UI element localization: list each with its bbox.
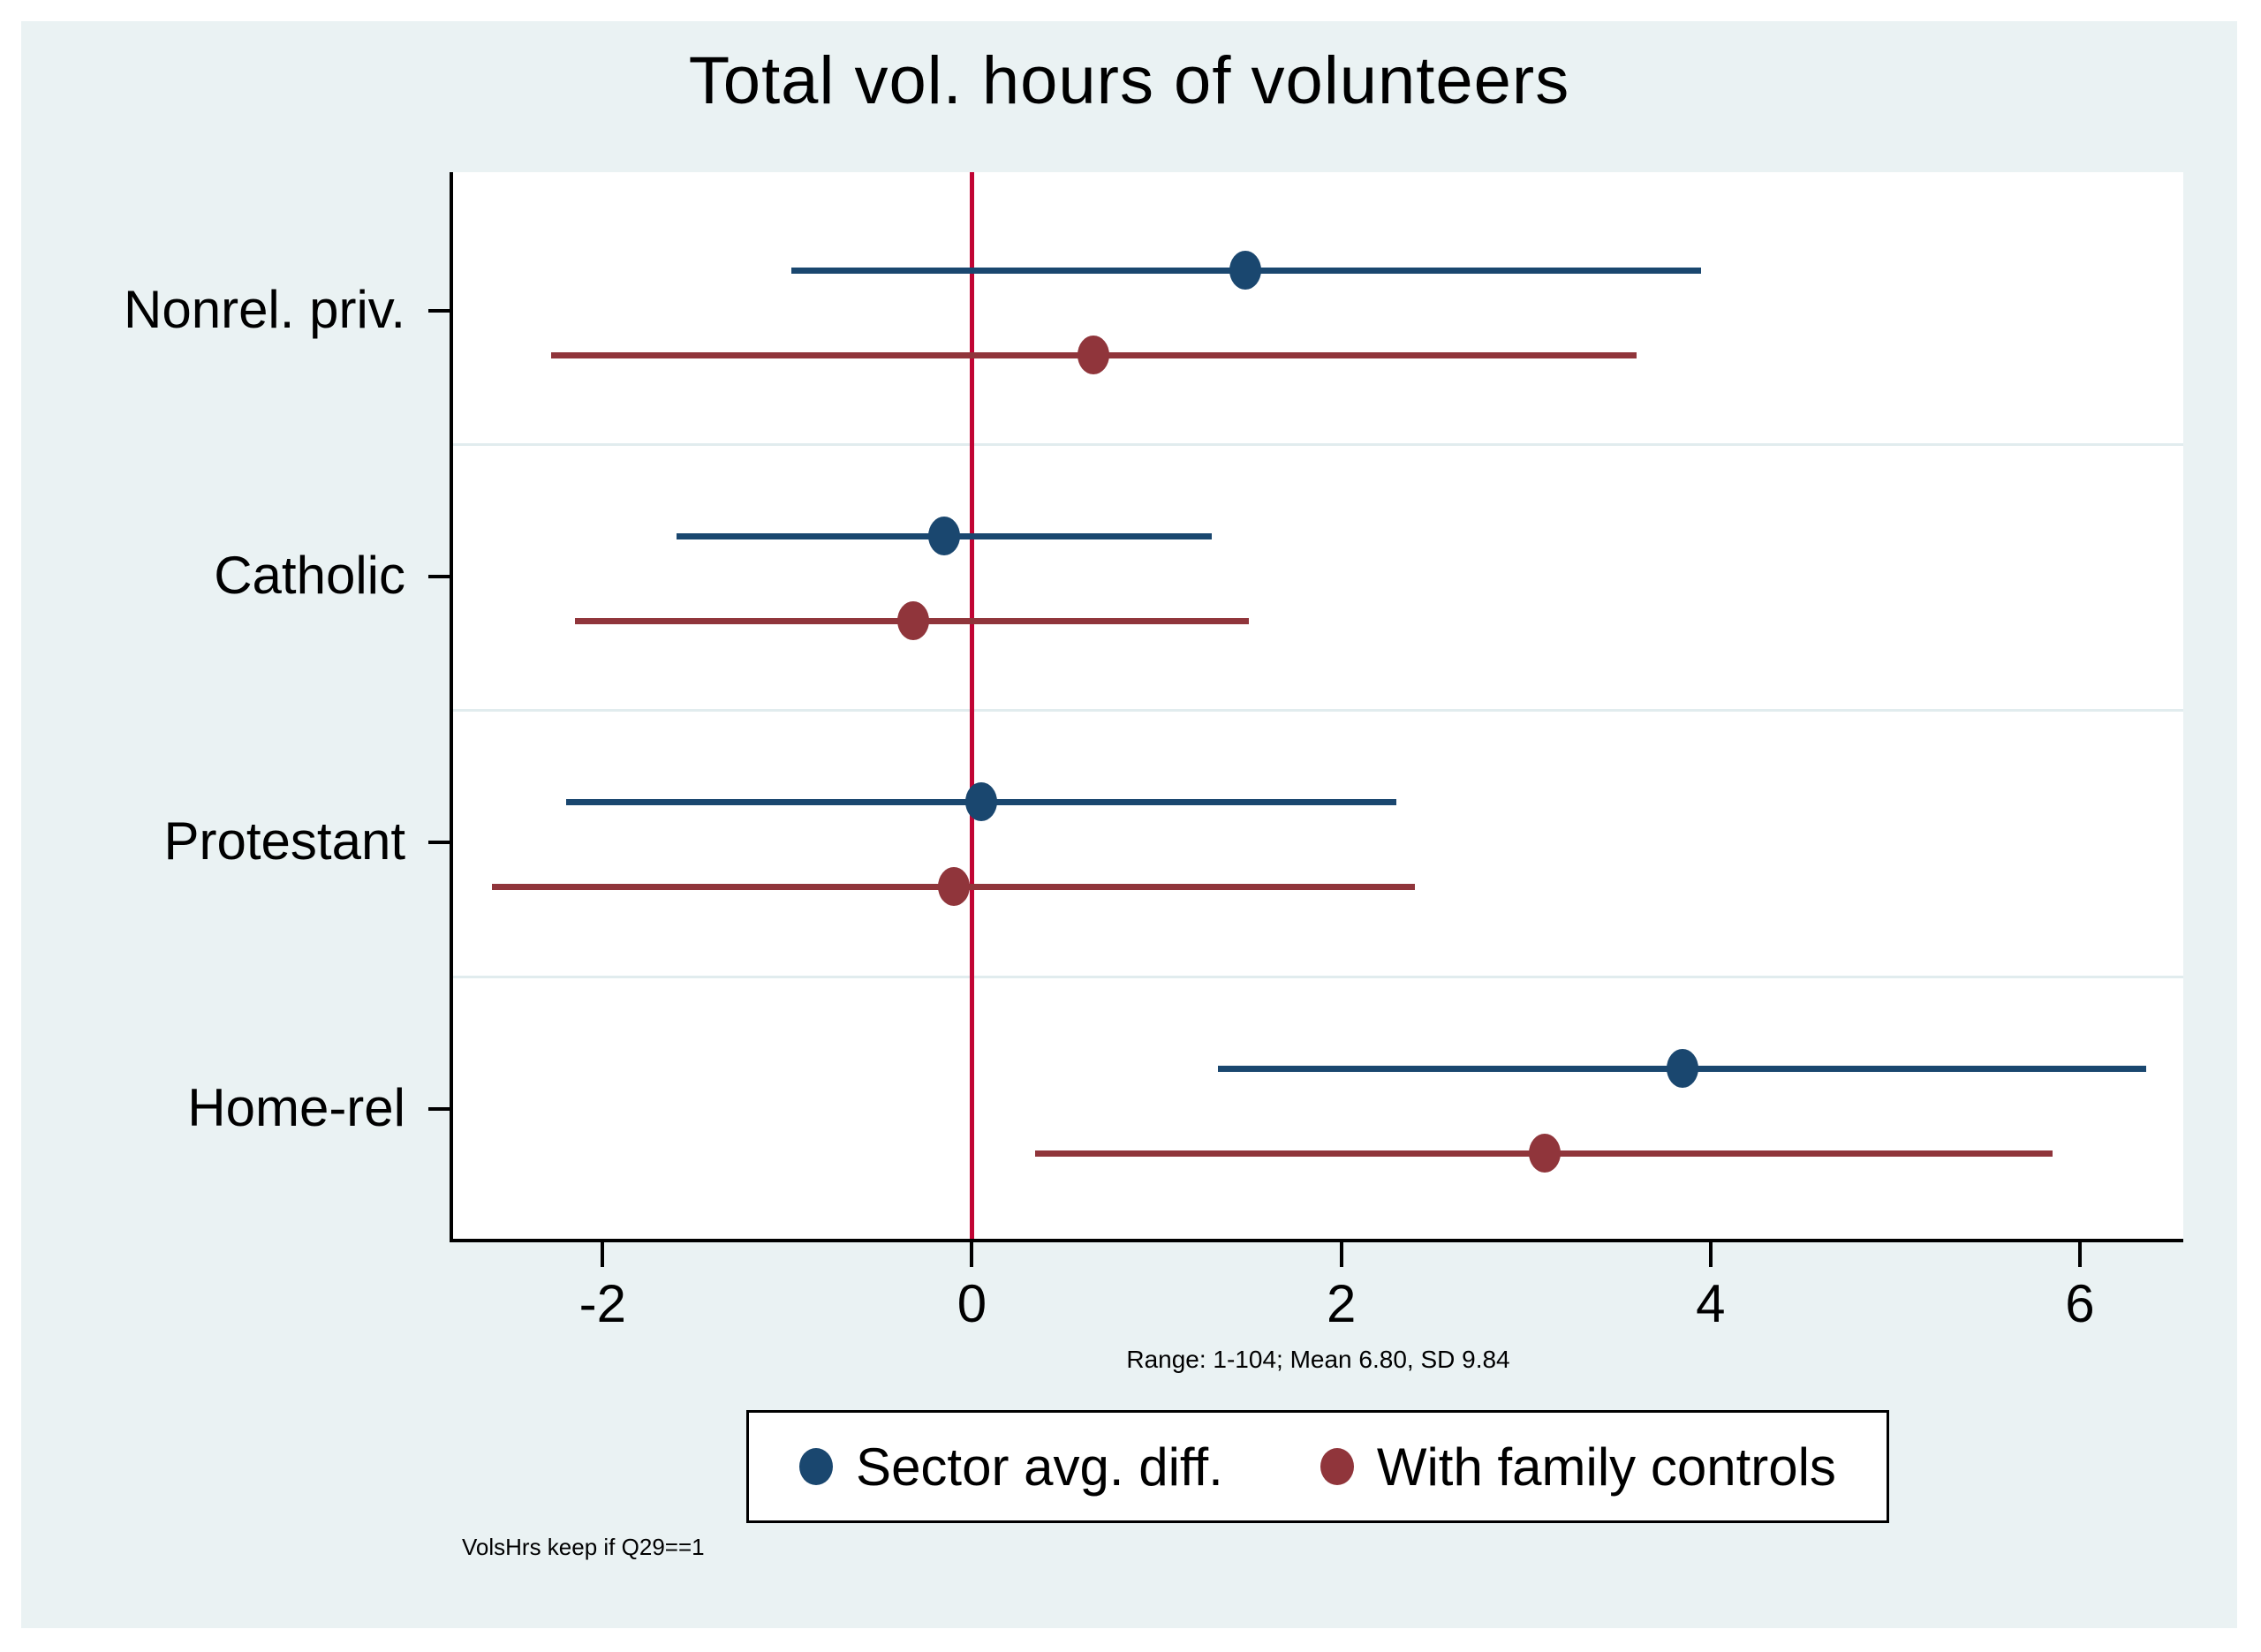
- category-gridline: [453, 976, 2183, 978]
- x-tick-label: 2: [1326, 1274, 1357, 1333]
- x-tick-label: 6: [2065, 1274, 2095, 1333]
- category-label-home-rel: Home-rel: [187, 1078, 405, 1137]
- chart-title: Total vol. hours of volunteers: [688, 43, 1570, 118]
- plot-area: [453, 172, 2183, 1239]
- legend-item-with-family-controls: With family controls: [1320, 1437, 1836, 1497]
- x-tick-label: -2: [578, 1274, 627, 1333]
- legend-item-sector-avg-diff: Sector avg. diff.: [799, 1437, 1223, 1497]
- y-axis-line: [450, 172, 453, 1242]
- x-tick-label: 4: [1696, 1274, 1726, 1333]
- stats-note: Range: 1-104; Mean 6.80, SD 9.84: [1126, 1346, 1510, 1373]
- command-caption: VolsHrs keep if Q29==1: [462, 1534, 705, 1560]
- category-gridline: [453, 709, 2183, 712]
- marker-sector-avg-diff-nonrel-priv: [1229, 251, 1261, 290]
- y-tick-protestant: [428, 841, 453, 844]
- legend: Sector avg. diff. With family controls: [746, 1410, 1889, 1523]
- marker-sector-avg-diff-home-rel: [1667, 1049, 1699, 1088]
- x-tick: [2077, 1242, 2082, 1267]
- y-tick-catholic: [428, 575, 453, 578]
- x-tick: [970, 1242, 974, 1267]
- category-label-protestant: Protestant: [163, 811, 406, 871]
- legend-label-sector-avg-diff: Sector avg. diff.: [856, 1437, 1223, 1497]
- y-tick-nonrel-priv: [428, 309, 453, 313]
- category-label-catholic: Catholic: [214, 546, 405, 605]
- x-tick: [601, 1242, 605, 1267]
- x-tick-label: 0: [957, 1274, 987, 1333]
- marker-with-family-controls-protestant: [937, 867, 970, 906]
- category-label-nonrel-priv: Nonrel. priv.: [124, 280, 405, 339]
- x-tick: [1708, 1242, 1713, 1267]
- x-axis-line: [450, 1239, 2183, 1242]
- marker-with-family-controls-nonrel-priv: [1078, 336, 1110, 374]
- marker-with-family-controls-home-rel: [1528, 1134, 1561, 1173]
- marker-with-family-controls-catholic: [896, 601, 929, 640]
- legend-marker-with-family-controls-icon: [1320, 1448, 1354, 1485]
- marker-sector-avg-diff-catholic: [928, 517, 961, 555]
- category-gridline: [453, 443, 2183, 446]
- y-tick-home-rel: [428, 1107, 453, 1111]
- legend-label-with-family-controls: With family controls: [1376, 1437, 1836, 1497]
- marker-sector-avg-diff-protestant: [964, 782, 997, 821]
- legend-marker-sector-avg-diff-icon: [799, 1448, 834, 1485]
- zero-reference-line: [970, 172, 975, 1239]
- x-tick: [1339, 1242, 1343, 1267]
